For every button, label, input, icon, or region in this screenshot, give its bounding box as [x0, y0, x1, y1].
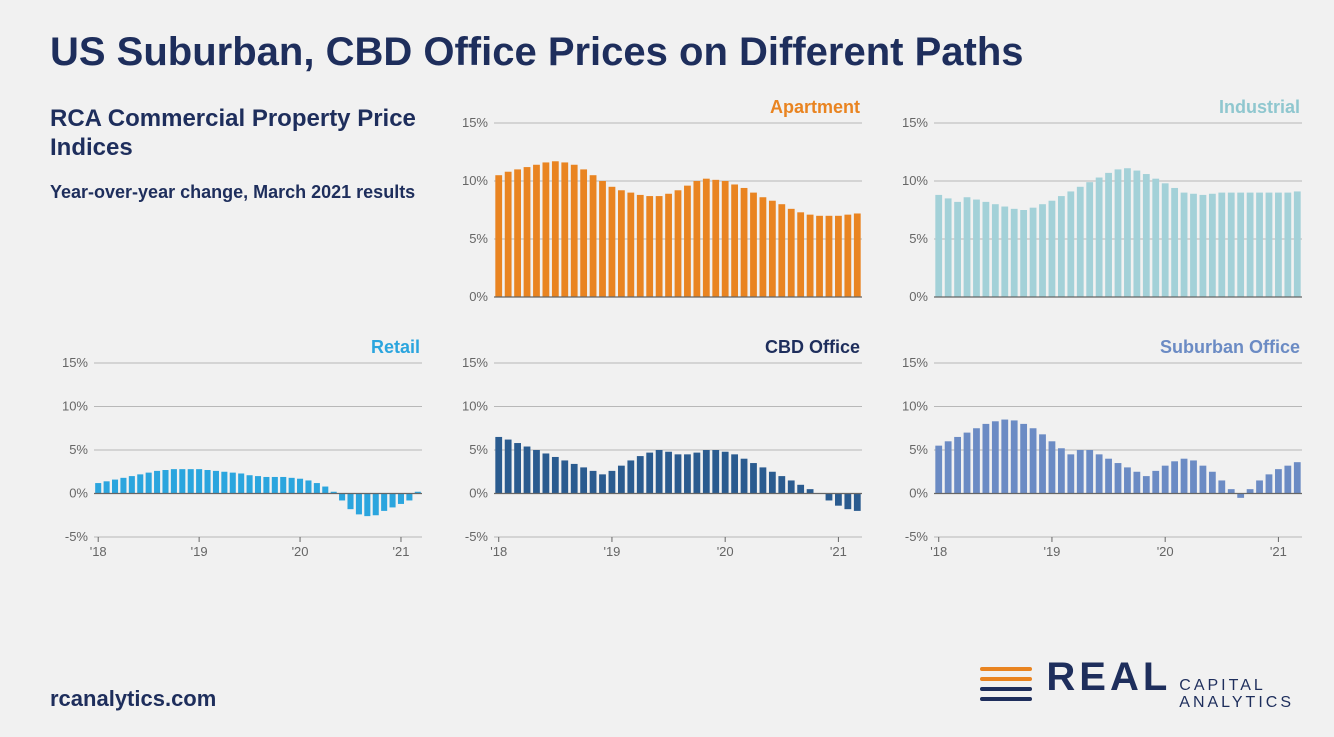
svg-text:'18: '18: [90, 544, 107, 559]
chart-retail: Retail -5% 0% 5% 10% 15% '18 '19 '20 '21: [50, 335, 430, 585]
chart-label-cbd: CBD Office: [765, 337, 860, 358]
svg-text:0%: 0%: [69, 486, 88, 501]
svg-text:15%: 15%: [902, 115, 928, 130]
svg-text:5%: 5%: [469, 231, 488, 246]
chart-grid: RCA Commercial Property Price Indices Ye…: [50, 95, 1294, 585]
svg-text:15%: 15%: [62, 355, 88, 370]
chart-suburban: Suburban Office -5% 0% 5% 10% 15% '18 '19 '20 '2…: [890, 335, 1310, 585]
svg-text:15%: 15%: [902, 355, 928, 370]
svg-text:'21: '21: [830, 544, 847, 559]
svg-text:5%: 5%: [469, 442, 488, 457]
chart-label-apartment: Apartment: [770, 97, 860, 118]
svg-text:-5%: -5%: [65, 529, 89, 544]
chart-industrial: Industrial 0% 5% 10% 15%: [890, 95, 1310, 325]
svg-text:'21: '21: [1270, 544, 1287, 559]
footer-url: rcanalytics.com: [50, 686, 216, 712]
chart-svg-retail: -5% 0% 5% 10% 15% '18 '19 '20 '21: [50, 335, 430, 565]
svg-text:5%: 5%: [909, 231, 928, 246]
chart-apartment: Apartment 0% 5% 10% 15%: [450, 95, 870, 325]
logo-text-capital: CAPITAL: [1179, 677, 1294, 695]
chart-cbd: CBD Office -5% 0% 5% 10% 15% '18 '19 '20 '21: [450, 335, 870, 585]
svg-text:0%: 0%: [469, 289, 488, 304]
svg-text:'19: '19: [603, 544, 620, 559]
svg-text:'18: '18: [490, 544, 507, 559]
svg-text:-5%: -5%: [905, 529, 929, 544]
svg-text:10%: 10%: [902, 173, 928, 188]
svg-text:'18: '18: [930, 544, 947, 559]
info-subtitle: Year-over-year change, March 2021 result…: [50, 181, 430, 204]
svg-text:0%: 0%: [909, 289, 928, 304]
chart-label-suburban: Suburban Office: [1160, 337, 1300, 358]
svg-text:'19: '19: [191, 544, 208, 559]
info-panel: RCA Commercial Property Price Indices Ye…: [50, 95, 430, 325]
svg-text:15%: 15%: [462, 355, 488, 370]
svg-text:'20: '20: [717, 544, 734, 559]
svg-text:'20: '20: [292, 544, 309, 559]
svg-text:0%: 0%: [909, 486, 928, 501]
svg-text:10%: 10%: [62, 399, 88, 414]
svg-text:10%: 10%: [462, 399, 488, 414]
page-title: US Suburban, CBD Office Prices on Differ…: [50, 30, 1294, 75]
svg-text:0%: 0%: [469, 486, 488, 501]
logo-text-real: REAL: [1046, 655, 1171, 700]
chart-svg-cbd: -5% 0% 5% 10% 15% '18 '19 '20 '21: [450, 335, 870, 565]
chart-svg-apartment: 0% 5% 10% 15%: [450, 95, 870, 305]
svg-text:'21: '21: [392, 544, 409, 559]
svg-text:-5%: -5%: [465, 529, 489, 544]
chart-svg-industrial: 0% 5% 10% 15%: [890, 95, 1310, 305]
svg-text:5%: 5%: [69, 442, 88, 457]
info-heading: RCA Commercial Property Price Indices: [50, 105, 430, 163]
svg-text:15%: 15%: [462, 115, 488, 130]
chart-label-retail: Retail: [371, 337, 420, 358]
svg-text:10%: 10%: [462, 173, 488, 188]
chart-label-industrial: Industrial: [1219, 97, 1300, 118]
footer: rcanalytics.com REAL CAPITAL ANALYTICS: [50, 655, 1294, 712]
chart-svg-suburban: -5% 0% 5% 10% 15% '18 '19 '20 '21: [890, 335, 1310, 565]
logo: REAL CAPITAL ANALYTICS: [978, 655, 1294, 712]
logo-icon: [978, 661, 1034, 705]
svg-text:'19: '19: [1043, 544, 1060, 559]
svg-text:10%: 10%: [902, 399, 928, 414]
logo-text-analytics: ANALYTICS: [1179, 694, 1294, 712]
svg-text:5%: 5%: [909, 442, 928, 457]
svg-text:'20: '20: [1157, 544, 1174, 559]
